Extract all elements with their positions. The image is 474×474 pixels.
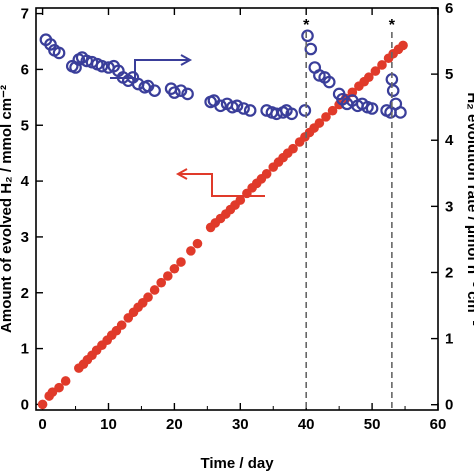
right-y-tick-label: 6 (445, 0, 453, 17)
x-axis-label: Time / day (200, 455, 274, 472)
amount-data-point (327, 105, 338, 116)
rate-data-point (95, 59, 109, 73)
right-y-tick-label: 2 (445, 264, 453, 281)
rate-data-point (181, 87, 194, 101)
amount-data-point (398, 40, 408, 51)
rate-data-point (365, 102, 379, 115)
amount-data-point (347, 87, 358, 98)
amount-data-point (186, 246, 196, 256)
amount-data-point (370, 66, 381, 76)
rate-data-point (301, 29, 314, 43)
amount-data-point (192, 238, 203, 249)
right-y-tick-label: 5 (445, 66, 453, 83)
left-y-tick-label: 4 (21, 173, 30, 190)
amount-data-point (60, 376, 71, 386)
right-y-tick-label: 3 (445, 198, 453, 215)
amount-data-point (143, 292, 153, 303)
event-asterisk: * (303, 17, 310, 34)
amount-data-point (235, 195, 246, 205)
x-tick-label: 60 (430, 416, 447, 433)
right-y-axis-label: H₂ evolution rate / μmol h⁻¹ cm⁻² (464, 92, 474, 325)
rate-data-point (148, 84, 161, 97)
rate-data-point (214, 99, 227, 113)
x-tick-label: 0 (38, 416, 46, 433)
rate-data-point (304, 42, 318, 56)
left-y-tick-label: 2 (21, 285, 29, 302)
amount-data-point (54, 382, 64, 393)
amount-data-point (364, 72, 374, 83)
left-y-tick-label: 6 (21, 61, 29, 78)
x-tick-label: 50 (364, 416, 381, 433)
right-y-tick-label: 1 (445, 331, 453, 348)
amount-data-point (176, 257, 186, 267)
x-tick-label: 30 (232, 416, 249, 433)
left-y-tick-label: 5 (21, 117, 29, 134)
rate-data-point (174, 84, 188, 97)
rate-data-point (230, 99, 244, 113)
rate-data-point (298, 104, 312, 117)
amount-data-point (288, 143, 298, 154)
amount-data-point (149, 285, 160, 295)
x-tick-label: 20 (166, 416, 183, 433)
amount-data-point (156, 277, 167, 288)
amount-data-point (261, 169, 272, 179)
amount-data-point (377, 60, 387, 70)
amount-data-point (163, 271, 173, 281)
left-y-tick-label: 0 (21, 396, 29, 413)
x-tick-label: 40 (298, 416, 315, 433)
amount-series-indicator-arrow (175, 168, 265, 197)
rate-data-point (322, 75, 336, 89)
right-y-tick-label: 4 (445, 132, 454, 149)
rate-data-point (243, 104, 257, 117)
amount-data-point (169, 263, 180, 274)
rate-data-point (386, 84, 400, 97)
rate-data-point (69, 61, 82, 74)
left-y-axis-label: Amount of evolved H₂ / mmol cm⁻² (0, 85, 15, 333)
rate-data-point (394, 106, 407, 119)
plot-frame (35, 7, 439, 411)
rate-data-point (237, 102, 250, 115)
rate-data-point (52, 46, 66, 60)
left-y-tick-label: 7 (21, 6, 29, 23)
left-y-tick-label: 3 (21, 229, 29, 246)
amount-data-point (321, 112, 331, 122)
amount-data-point (116, 320, 127, 330)
rate-data-point (285, 107, 298, 121)
right-y-tick-label: 0 (445, 397, 453, 414)
amount-data-point (314, 118, 325, 128)
amount-data-point (37, 399, 48, 410)
x-tick-label: 10 (100, 416, 117, 433)
left-y-tick-label: 1 (21, 341, 29, 358)
rate-data-point (168, 86, 181, 99)
rate-series-indicator-arrow (110, 54, 193, 79)
event-asterisk: * (389, 17, 396, 34)
